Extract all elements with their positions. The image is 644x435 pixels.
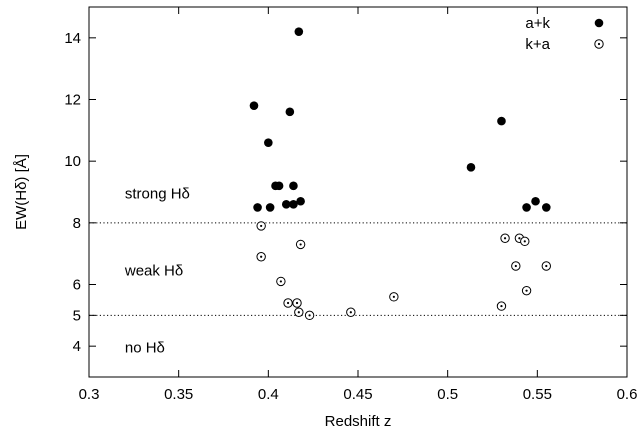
marker-dot [500,305,502,307]
data-point-k+a [305,311,313,319]
marker-dot [296,302,298,304]
region-label: strong Hδ [125,186,190,203]
marker-dot [525,290,527,292]
data-point-k+a [521,237,529,245]
marker-dot [260,256,262,258]
y-tick-label: 4 [73,338,81,355]
y-tick-label: 10 [64,153,81,170]
x-tick-label: 0.45 [343,386,372,403]
legend: a+k k+a [525,15,603,53]
data-point-k+a [522,286,530,294]
x-tick-label: 0.55 [523,386,552,403]
marker-dot [300,243,302,245]
data-point-k+a [257,222,265,230]
marker-dot [504,237,506,239]
data-point-a+k [286,108,295,117]
data-point-a+k [275,182,284,191]
y-tick-label: 8 [73,215,81,232]
data-point-k+a [497,302,505,310]
data-point-k+a [257,253,265,261]
data-point-a+k [250,101,259,110]
y-tick-label: 6 [73,277,81,294]
legend-marker [595,40,603,48]
data-points [250,27,551,319]
data-point-k+a [296,240,304,248]
marker-dot [524,240,526,242]
data-point-a+k [296,197,305,206]
y-tick-label: 12 [64,92,81,109]
x-tick-label: 0.5 [437,386,458,403]
data-point-a+k [264,138,273,147]
data-point-k+a [284,299,292,307]
marker-dot [545,265,547,267]
x-axis-title: Redshift z [325,413,392,430]
marker-dot [393,296,395,298]
legend-label: a+k [525,15,550,32]
y-axis-title: EW(Hδ) [Å] [13,154,30,230]
data-point-k+a [501,234,509,242]
x-tick-label: 0.3 [79,386,100,403]
data-point-k+a [542,262,550,270]
y-tick-label: 5 [73,307,81,324]
marker-dot [515,265,517,267]
marker-dot [298,311,300,313]
region-label: weak Hδ [124,263,183,280]
region-annotations: strong Hδ weak Hδ no Hδ [124,186,190,357]
x-tick-label: 0.6 [617,386,638,403]
data-point-a+k [497,117,506,126]
data-point-k+a [295,308,303,316]
data-point-k+a [512,262,520,270]
data-point-a+k [253,203,262,212]
x-tick-label: 0.4 [258,386,279,403]
x-tick-label: 0.35 [164,386,193,403]
data-point-a+k [289,182,298,191]
region-label: no Hδ [125,340,165,357]
data-point-a+k [467,163,476,172]
marker-dot [518,237,520,239]
legend-marker [595,19,604,28]
data-point-k+a [390,293,398,301]
data-point-a+k [266,203,275,212]
data-point-a+k [522,203,531,212]
legend-label: k+a [525,36,550,53]
marker-dot [260,225,262,227]
y-tick-label: 14 [64,30,81,47]
marker-dot [308,314,310,316]
data-point-a+k [542,203,551,212]
data-point-k+a [293,299,301,307]
marker-dot [280,280,282,282]
data-point-k+a [277,277,285,285]
data-point-a+k [531,197,540,206]
data-point-a+k [295,27,304,36]
marker-dot [287,302,289,304]
marker-dot [598,43,600,45]
marker-dot [350,311,352,313]
data-point-k+a [347,308,355,316]
